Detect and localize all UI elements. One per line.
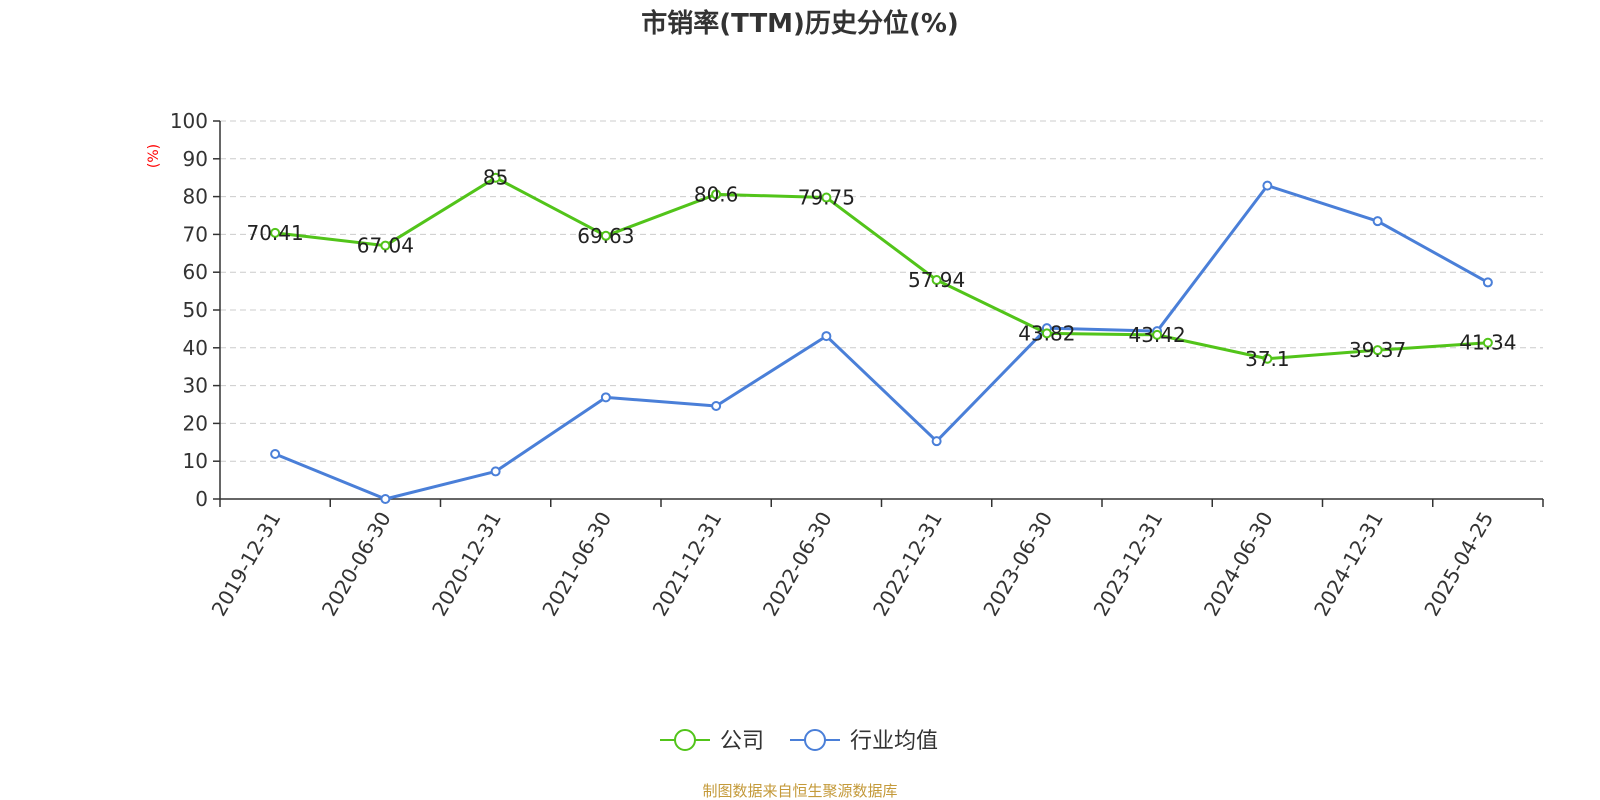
x-tick-label: 2022-06-30	[758, 508, 837, 621]
y-tick-label: 30	[183, 374, 208, 398]
data-point[interactable]	[1372, 345, 1383, 356]
legend-label: 公司	[720, 729, 764, 754]
data-label: 57.94	[908, 268, 965, 292]
y-tick-label: 80	[183, 185, 208, 209]
y-tick-label: 90	[183, 147, 208, 171]
data-point[interactable]	[1041, 328, 1052, 339]
x-tick-label: 2021-12-31	[648, 508, 727, 621]
data-point[interactable]	[1482, 337, 1493, 348]
data-label: 69.63	[577, 224, 634, 248]
x-tick-label: 2023-12-31	[1089, 508, 1168, 621]
data-label: 41.34	[1459, 331, 1516, 355]
data-point[interactable]	[600, 392, 611, 403]
legend-item-0[interactable]: 公司	[660, 729, 764, 754]
x-tick-label: 2022-12-31	[868, 508, 947, 621]
data-label: 70.41	[246, 221, 303, 245]
data-label: 37.1	[1245, 347, 1290, 371]
source-note: 制图数据来自恒生聚源数据库	[702, 782, 897, 800]
chart-title: 市销率(TTM)历史分位(%)	[641, 8, 959, 39]
data-label: 80.6	[694, 182, 739, 206]
data-point[interactable]	[931, 436, 942, 447]
y-tick-label: 100	[170, 109, 208, 133]
data-point[interactable]	[821, 331, 832, 342]
series-layer	[270, 172, 1493, 504]
data-point[interactable]	[380, 240, 391, 251]
axes	[213, 120, 1544, 507]
series-line-0	[274, 176, 1488, 361]
legend: 公司 行业均值	[660, 729, 938, 754]
data-point[interactable]	[380, 494, 391, 504]
data-point[interactable]	[1482, 277, 1493, 288]
legend-marker	[674, 729, 696, 751]
data-label: 85	[483, 166, 508, 190]
x-tick-label: 2023-06-30	[978, 508, 1057, 621]
data-point[interactable]	[270, 449, 281, 460]
y-tick-label: 20	[183, 411, 208, 435]
data-labels: 70.41 67.04 85 69.63 80.6 79.75 57.94 43.82 43.4…	[246, 166, 1516, 371]
data-point[interactable]	[1372, 216, 1383, 227]
y-tick-label: 0	[195, 487, 208, 511]
data-point[interactable]	[711, 189, 722, 200]
legend-marker	[804, 729, 826, 751]
data-point[interactable]	[270, 227, 281, 238]
data-label: 39.37	[1349, 338, 1406, 362]
x-tick-label: 2020-12-31	[427, 508, 506, 621]
y-tick-label: 70	[183, 222, 208, 246]
x-tick-label: 2024-06-30	[1199, 508, 1278, 621]
x-tick-label: 2020-06-30	[317, 508, 396, 621]
y-tick-label: 60	[183, 260, 208, 284]
y-axis-label: (%)	[146, 144, 162, 168]
data-point[interactable]	[1262, 353, 1273, 364]
y-tick-label: 50	[183, 298, 208, 322]
y-tick-label: 10	[183, 449, 208, 473]
y-tick-label: 40	[183, 336, 208, 360]
x-tick-label: 2019-12-31	[207, 508, 286, 621]
x-tick-label: 2025-04-25	[1419, 508, 1498, 621]
data-label: 79.75	[798, 186, 855, 210]
x-tick-label: 2021-06-30	[537, 508, 616, 621]
data-point[interactable]	[600, 230, 611, 241]
data-point[interactable]	[1262, 180, 1273, 191]
data-point[interactable]	[931, 274, 942, 285]
data-point[interactable]	[821, 192, 832, 203]
grid-lines	[220, 120, 1543, 462]
legend-label: 行业均值	[850, 729, 938, 754]
data-label: 43.42	[1128, 323, 1185, 347]
data-point[interactable]	[711, 401, 722, 412]
data-label: 67.04	[357, 234, 414, 258]
x-ticks: 2019-12-31 2020-06-30 2020-12-31 2021-06-30…	[207, 508, 1499, 621]
data-point[interactable]	[490, 172, 501, 183]
series-line-1	[274, 184, 1489, 501]
data-point[interactable]	[1152, 329, 1163, 340]
data-label: 43.82	[1018, 321, 1075, 345]
legend-item-1[interactable]: 行业均值	[790, 729, 938, 754]
y-ticks: 0 10 20 30 40 50 60 70 80 90 100	[170, 109, 208, 511]
data-point[interactable]	[490, 466, 501, 477]
x-tick-label: 2024-12-31	[1309, 508, 1388, 621]
